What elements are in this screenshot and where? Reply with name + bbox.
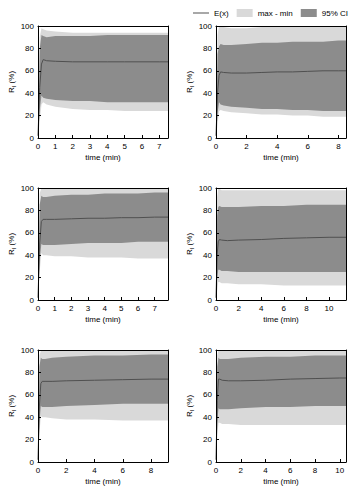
- svg-text:40: 40: [203, 251, 212, 260]
- svg-text:8: 8: [149, 466, 154, 475]
- svg-text:6: 6: [140, 142, 145, 151]
- svg-text:2: 2: [69, 304, 74, 313]
- svg-text:60: 60: [25, 66, 34, 75]
- svg-text:6: 6: [288, 466, 293, 475]
- svg-text:6: 6: [121, 466, 126, 475]
- svg-text:R: R: [6, 411, 16, 418]
- svg-text:0: 0: [208, 458, 213, 467]
- svg-text:80: 80: [203, 206, 212, 215]
- svg-text:0: 0: [208, 296, 213, 305]
- svg-text:6: 6: [282, 304, 287, 313]
- svg-text:3: 3: [86, 304, 91, 313]
- svg-text:80: 80: [203, 44, 212, 53]
- svg-text:60: 60: [203, 228, 212, 237]
- svg-text:0: 0: [30, 458, 35, 467]
- svg-text:20: 20: [25, 111, 34, 120]
- svg-text:2: 2: [64, 466, 69, 475]
- svg-text:20: 20: [25, 273, 34, 282]
- svg-text:6: 6: [306, 142, 311, 151]
- svg-text:time (min): time (min): [85, 315, 121, 324]
- svg-text:60: 60: [203, 66, 212, 75]
- svg-text:time (min): time (min): [263, 153, 299, 162]
- svg-text:(%): (%): [185, 233, 194, 248]
- svg-text:0: 0: [36, 466, 41, 475]
- svg-text:0: 0: [36, 142, 41, 151]
- svg-text:40: 40: [25, 251, 34, 260]
- svg-text:40: 40: [25, 89, 34, 98]
- svg-text:100: 100: [199, 346, 213, 355]
- svg-text:R: R: [184, 411, 194, 418]
- svg-text:time (min): time (min): [263, 315, 299, 324]
- svg-text:(%): (%): [7, 395, 16, 410]
- svg-text:max - min: max - min: [258, 9, 293, 18]
- svg-text:4: 4: [102, 304, 107, 313]
- svg-text:2: 2: [70, 142, 75, 151]
- svg-text:60: 60: [203, 390, 212, 399]
- svg-text:100: 100: [21, 346, 35, 355]
- svg-text:80: 80: [25, 368, 34, 377]
- svg-text:(%): (%): [185, 395, 194, 410]
- svg-text:2: 2: [236, 304, 241, 313]
- svg-text:0: 0: [214, 304, 219, 313]
- svg-text:8: 8: [313, 466, 318, 475]
- svg-text:time (min): time (min): [85, 477, 121, 486]
- svg-text:5: 5: [119, 304, 124, 313]
- svg-text:20: 20: [203, 111, 212, 120]
- svg-text:0: 0: [36, 304, 41, 313]
- svg-text:100: 100: [199, 22, 213, 31]
- svg-text:0: 0: [214, 466, 219, 475]
- svg-text:(%): (%): [7, 71, 16, 86]
- svg-text:7: 7: [157, 142, 162, 151]
- svg-text:60: 60: [25, 390, 34, 399]
- svg-text:3: 3: [88, 142, 93, 151]
- svg-text:8: 8: [304, 304, 309, 313]
- svg-text:80: 80: [25, 44, 34, 53]
- svg-text:8: 8: [336, 142, 341, 151]
- svg-text:R: R: [184, 249, 194, 256]
- svg-text:40: 40: [203, 413, 212, 422]
- svg-text:100: 100: [199, 184, 213, 193]
- svg-text:(%): (%): [185, 71, 194, 86]
- svg-text:6: 6: [136, 304, 141, 313]
- svg-text:7: 7: [152, 304, 157, 313]
- svg-text:20: 20: [25, 435, 34, 444]
- svg-text:40: 40: [203, 89, 212, 98]
- svg-text:20: 20: [203, 435, 212, 444]
- svg-text:4: 4: [92, 466, 97, 475]
- svg-text:80: 80: [203, 368, 212, 377]
- svg-text:0: 0: [214, 142, 219, 151]
- svg-text:1: 1: [53, 142, 58, 151]
- svg-text:10: 10: [335, 466, 344, 475]
- svg-text:E(x): E(x): [214, 9, 229, 18]
- svg-text:100: 100: [21, 184, 35, 193]
- svg-text:1: 1: [52, 304, 57, 313]
- svg-text:95% CI: 95% CI: [322, 9, 348, 18]
- svg-text:2: 2: [239, 466, 244, 475]
- svg-text:10: 10: [325, 304, 334, 313]
- svg-text:time (min): time (min): [85, 153, 121, 162]
- svg-text:time (min): time (min): [263, 477, 299, 486]
- svg-text:2: 2: [244, 142, 249, 151]
- svg-text:R: R: [184, 87, 194, 94]
- svg-text:R: R: [6, 87, 16, 94]
- svg-text:0: 0: [208, 134, 213, 143]
- svg-text:40: 40: [25, 413, 34, 422]
- svg-text:0: 0: [30, 134, 35, 143]
- svg-text:4: 4: [263, 466, 268, 475]
- svg-text:4: 4: [105, 142, 110, 151]
- svg-text:100: 100: [21, 22, 35, 31]
- svg-text:4: 4: [275, 142, 280, 151]
- svg-text:80: 80: [25, 206, 34, 215]
- svg-text:60: 60: [25, 228, 34, 237]
- svg-text:4: 4: [259, 304, 264, 313]
- svg-text:20: 20: [203, 273, 212, 282]
- svg-text:5: 5: [122, 142, 127, 151]
- svg-text:0: 0: [30, 296, 35, 305]
- svg-text:R: R: [6, 249, 16, 256]
- svg-text:(%): (%): [7, 233, 16, 248]
